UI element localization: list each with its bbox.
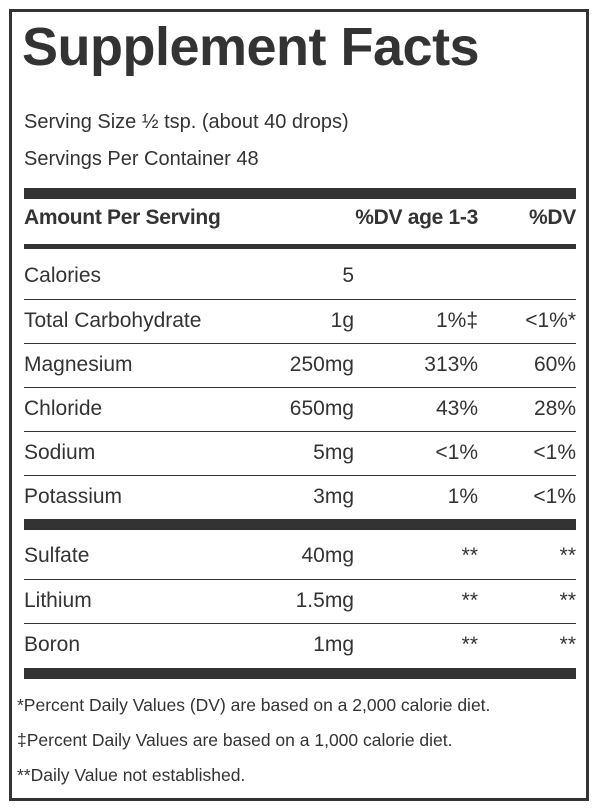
nutrient-dv: 28% — [533, 397, 576, 420]
nutrient-dv-age: ** — [461, 544, 478, 567]
nutrient-dv: 60% — [533, 353, 576, 376]
nutrient-amount: 5mg — [313, 441, 354, 464]
serving-size: Serving Size ½ tsp. (about 40 drops) — [24, 111, 349, 133]
thick-divider-bottom — [24, 668, 576, 679]
nutrient-row: Sulfate 40mg ** ** — [24, 535, 576, 579]
nutrient-dv: ** — [559, 589, 576, 612]
nutrient-amount: 1mg — [313, 633, 354, 656]
nutrient-name: Chloride — [24, 397, 103, 420]
nutrient-name: Sodium — [24, 441, 96, 464]
column-header-row: Amount Per Serving %DV age 1-3 %DV — [24, 199, 576, 239]
header-dv-age: %DV age 1-3 — [355, 206, 478, 229]
nutrient-name: Sulfate — [24, 544, 90, 567]
nutrient-row: Lithium 1.5mg ** ** — [24, 579, 576, 624]
nutrient-row: Magnesium 250mg 313% 60% — [24, 343, 576, 388]
nutrient-dv-age: 1%‡ — [435, 309, 478, 332]
servings-per-container: Servings Per Container 48 — [24, 148, 259, 170]
header-dv: %DV — [529, 206, 576, 229]
nutrient-amount: 650mg — [289, 397, 354, 420]
nutrient-dv-age: 313% — [424, 353, 478, 376]
nutrient-dv: ** — [559, 544, 576, 567]
nutrient-name: Total Carbohydrate — [24, 309, 202, 332]
nutrient-name: Potassium — [24, 485, 123, 508]
nutrient-dv: ** — [559, 633, 576, 656]
nutrient-row: Total Carbohydrate 1g 1%‡ <1%* — [24, 299, 576, 344]
thick-divider-middle — [24, 519, 576, 530]
nutrient-amount: 1g — [330, 309, 354, 332]
nutrient-name: Lithium — [24, 589, 92, 612]
nutrient-dv-age: ** — [461, 589, 478, 612]
supplement-facts-panel: Supplement Facts Serving Size ½ tsp. (ab… — [9, 9, 589, 801]
nutrient-dv: <1% — [533, 485, 576, 508]
nutrient-row: Sodium 5mg <1% <1% — [24, 431, 576, 476]
footnote-2000-calorie: *Percent Daily Values (DV) are based on … — [17, 695, 491, 715]
nutrient-dv-age: 43% — [435, 397, 478, 420]
nutrient-dv-age: ** — [461, 633, 478, 656]
header-amount-per-serving: Amount Per Serving — [24, 206, 221, 229]
nutrient-amount: 5 — [342, 264, 354, 287]
nutrient-dv-age: <1% — [435, 441, 478, 464]
nutrient-name: Calories — [24, 264, 102, 287]
nutrient-row: Boron 1mg ** ** — [24, 623, 576, 668]
nutrient-amount: 1.5mg — [295, 589, 354, 612]
thick-divider-top — [24, 188, 576, 199]
nutrient-dv-age: 1% — [447, 485, 478, 508]
footnote-1000-calorie: ‡Percent Daily Values are based on a 1,0… — [17, 730, 453, 750]
divider-under-header — [24, 244, 576, 249]
nutrient-dv: <1% — [533, 441, 576, 464]
nutrient-name: Magnesium — [24, 353, 133, 376]
nutrient-amount: 40mg — [301, 544, 354, 567]
nutrient-amount: 3mg — [313, 485, 354, 508]
nutrient-amount: 250mg — [289, 353, 354, 376]
nutrient-row: Potassium 3mg 1% <1% — [24, 475, 576, 520]
nutrient-dv: <1%* — [525, 309, 576, 332]
nutrient-name: Boron — [24, 633, 81, 656]
panel-title: Supplement Facts — [22, 17, 480, 77]
nutrient-row: Chloride 650mg 43% 28% — [24, 387, 576, 432]
footnote-dv-not-established: **Daily Value not established. — [17, 765, 246, 785]
nutrient-row: Calories 5 — [24, 255, 576, 299]
